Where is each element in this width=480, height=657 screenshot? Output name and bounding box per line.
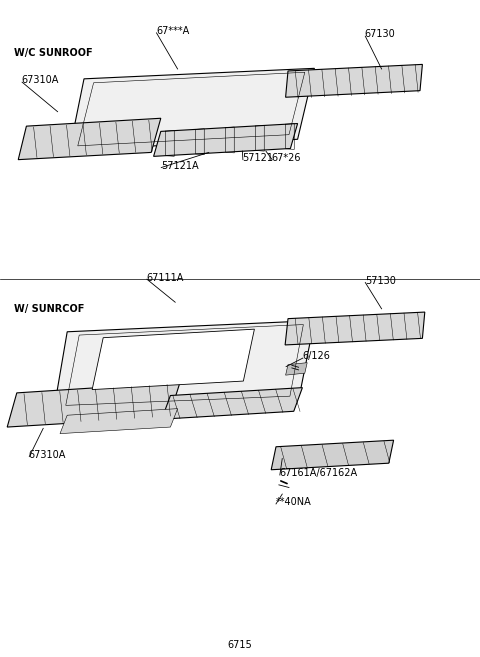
Text: 67111A: 67111A: [146, 273, 184, 283]
Text: 67310A: 67310A: [29, 450, 66, 460]
Text: 57121A: 57121A: [161, 161, 198, 171]
Text: 67*26: 67*26: [272, 153, 301, 163]
Text: 67310A: 67310A: [22, 76, 59, 85]
Polygon shape: [285, 312, 425, 345]
Polygon shape: [286, 64, 422, 97]
Polygon shape: [7, 382, 180, 427]
Text: 6/126: 6/126: [302, 351, 330, 361]
Polygon shape: [55, 321, 314, 402]
Text: W/C SUNROOF: W/C SUNROOF: [14, 48, 93, 58]
Text: 57121: 57121: [242, 153, 274, 163]
Polygon shape: [60, 409, 178, 434]
Polygon shape: [154, 124, 298, 156]
Polygon shape: [271, 440, 394, 470]
Polygon shape: [92, 329, 254, 390]
Polygon shape: [70, 68, 314, 150]
Text: 67130: 67130: [365, 30, 396, 39]
Polygon shape: [162, 388, 302, 419]
Text: 57130: 57130: [365, 276, 396, 286]
Polygon shape: [286, 363, 307, 375]
Text: 6715: 6715: [228, 640, 252, 650]
Text: 67161A/67162A: 67161A/67162A: [279, 468, 358, 478]
Text: W/ SUNRCOF: W/ SUNRCOF: [14, 304, 85, 314]
Text: **40NA: **40NA: [276, 497, 311, 507]
Text: 67***A: 67***A: [156, 26, 189, 36]
Polygon shape: [18, 118, 161, 160]
